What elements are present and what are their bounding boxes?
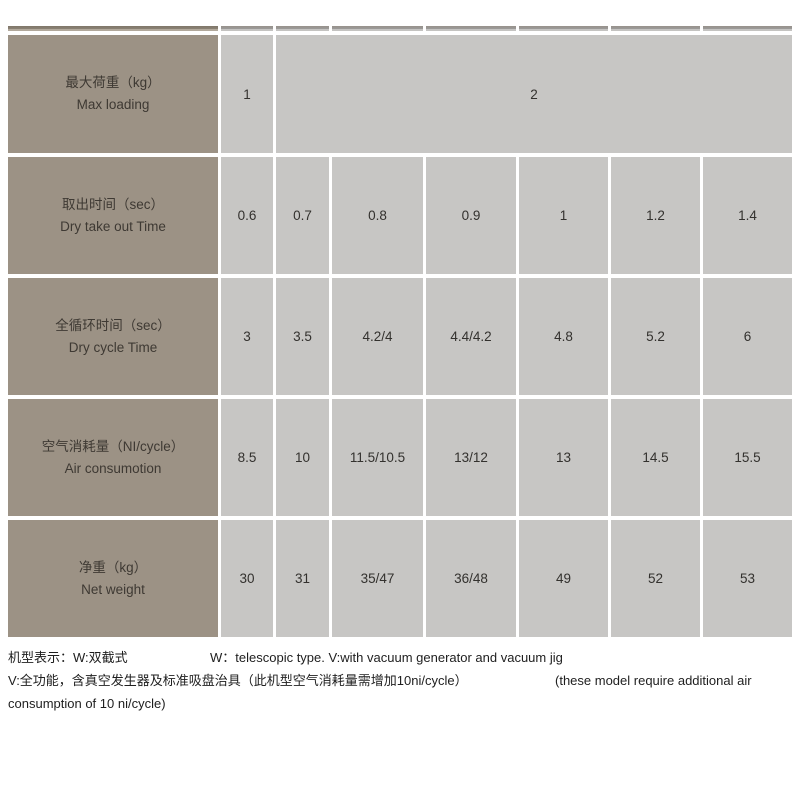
value-cell: 5.2	[611, 278, 700, 395]
table-top-edge-cell	[519, 26, 608, 31]
value-cell: 15.5	[703, 399, 792, 516]
value-cell: 1.2	[611, 157, 700, 274]
row-label-en: Net weight	[81, 581, 145, 597]
value-cell: 36/48	[426, 520, 516, 637]
value-cell: 1	[519, 157, 608, 274]
value-cell: 1.4	[703, 157, 792, 274]
value-cell: 13/12	[426, 399, 516, 516]
value-cell: 0.7	[276, 157, 329, 274]
row-label-zh: 取出时间（sec）	[61, 196, 164, 212]
footnote-line-3-text: consumption of 10 ni/cycle)	[8, 696, 166, 711]
row-label-en: Max loading	[76, 97, 150, 112]
value-cell: 52	[611, 520, 700, 637]
row-label-en: Dry cycle Time	[68, 339, 158, 355]
table-top-edge-cell	[426, 26, 516, 31]
value-cell: 0.9	[426, 157, 516, 274]
footnote-line-2-en: (these model require additional air	[555, 673, 752, 688]
value-cell: 6	[703, 278, 792, 395]
row-header-cycle-time: 全循环时间（sec） Dry cycle Time	[8, 278, 218, 395]
value-cell: 14.5	[611, 399, 700, 516]
value-cell: 35/47	[332, 520, 423, 637]
value-cell: 3	[221, 278, 273, 395]
row-label-zh: 空气消耗量（NI/cycle）	[41, 438, 185, 454]
row-label-en: Air consumotion	[64, 460, 162, 476]
table-top-edge-cell	[703, 26, 792, 31]
value-cell: 0.8	[332, 157, 423, 274]
value-cell: 11.5/10.5	[332, 399, 423, 516]
footnote-line-3: consumption of 10 ni/cycle)	[8, 692, 792, 715]
row-label-zh: 净重（kg）	[78, 559, 148, 575]
row-header-take-out-time: 取出时间（sec） Dry take out Time	[8, 157, 218, 274]
row-label-zh: 最大荷重（kg）	[65, 75, 161, 90]
table-top-edge-cell	[8, 26, 218, 31]
value-cell: 8.5	[221, 399, 273, 516]
footnote-line-1-zh: 机型表示：W:双截式	[8, 650, 128, 665]
table-top-edge-cell	[611, 26, 700, 31]
table-top-edge-cell	[221, 26, 273, 31]
table-top-edge-cell	[332, 26, 423, 31]
value-cell: 0.6	[221, 157, 273, 274]
row-label-zh: 全循环时间（sec）	[55, 317, 171, 333]
row-label-en: Dry take out Time	[60, 218, 166, 234]
value-cell: 1	[221, 35, 273, 153]
row-header-max-loading: 最大荷重（kg） Max loading	[8, 35, 218, 153]
table-top-edge-cell	[276, 26, 329, 31]
value-cell: 10	[276, 399, 329, 516]
value-cell: 49	[519, 520, 608, 637]
footnote-line-1-en: W：telescopic type. V:with vacuum generat…	[210, 650, 563, 665]
footnote-line-2-zh: V:全功能，含真空发生器及标准吸盘治具（此机型空气消耗量需增加10ni/cycl…	[8, 673, 468, 688]
value-cell: 4.8	[519, 278, 608, 395]
value-cell: 4.2/4	[332, 278, 423, 395]
row-header-net-weight: 净重（kg） Net weight	[8, 520, 218, 637]
footnotes: 机型表示：W:双截式 W：telescopic type. V:with vac…	[0, 637, 800, 715]
footnote-line-2: V:全功能，含真空发生器及标准吸盘治具（此机型空气消耗量需增加10ni/cycl…	[8, 669, 792, 692]
merged-value-cell: 2	[276, 35, 792, 153]
value-cell: 13	[519, 399, 608, 516]
row-header-air-consumption: 空气消耗量（NI/cycle） Air consumotion	[8, 399, 218, 516]
spec-table: 最大荷重（kg） Max loading 1 2 取出时间（sec） Dry t…	[8, 26, 792, 637]
value-cell: 31	[276, 520, 329, 637]
value-cell: 4.4/4.2	[426, 278, 516, 395]
value-cell: 30	[221, 520, 273, 637]
value-cell: 3.5	[276, 278, 329, 395]
footnote-line-1: 机型表示：W:双截式 W：telescopic type. V:with vac…	[8, 646, 792, 669]
value-cell: 53	[703, 520, 792, 637]
